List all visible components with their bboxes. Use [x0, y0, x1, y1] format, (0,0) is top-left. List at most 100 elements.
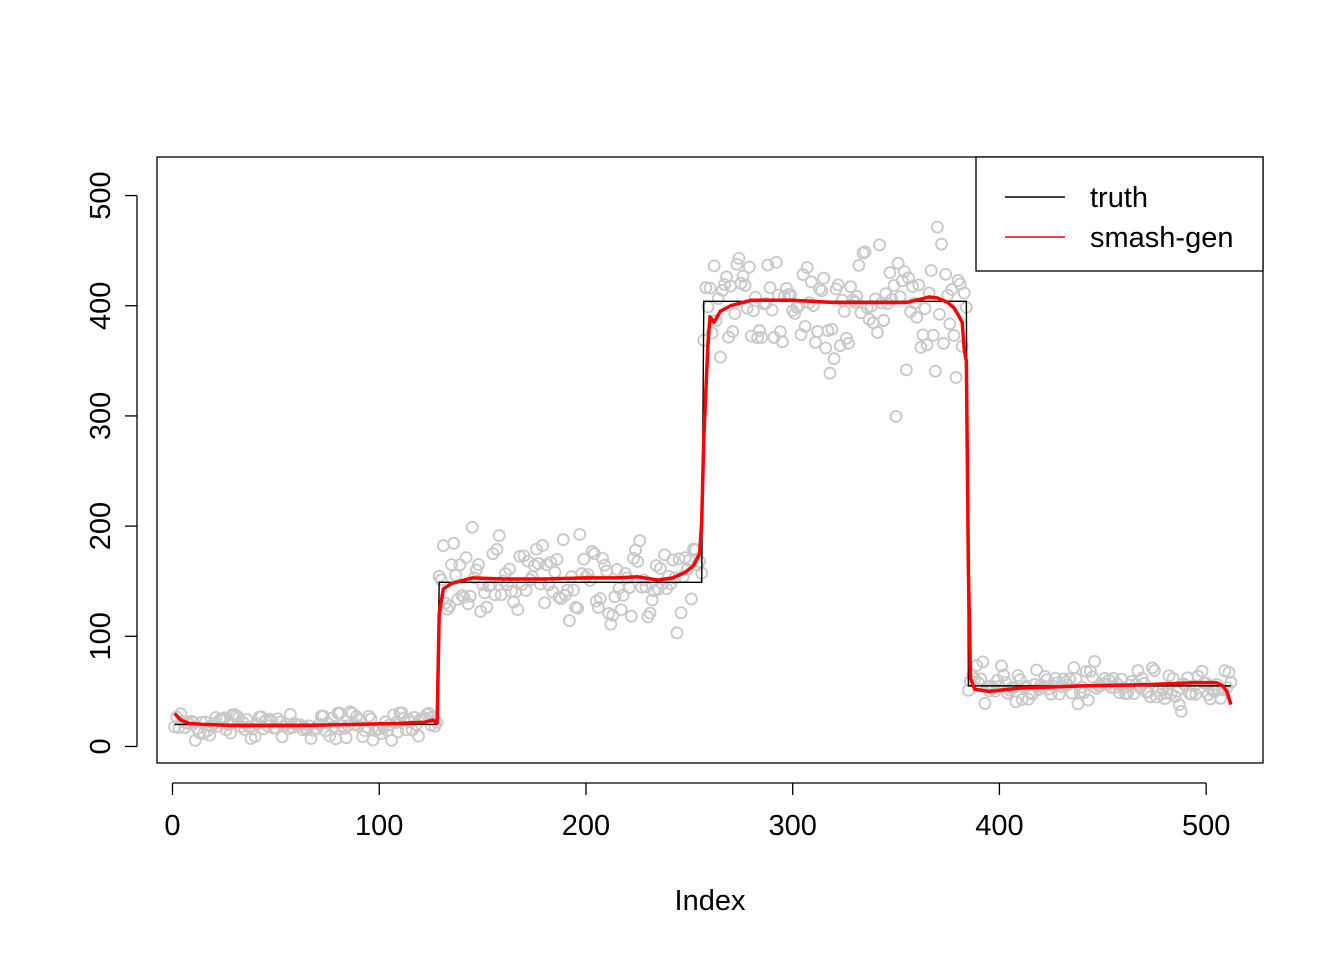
data-point	[362, 709, 376, 723]
data-point	[203, 728, 217, 742]
data-point	[823, 366, 837, 380]
data-point	[422, 706, 436, 720]
y-tick-label: 500	[85, 171, 117, 219]
data-point	[674, 606, 688, 620]
series-lines	[173, 295, 1233, 728]
data-point	[1195, 664, 1209, 678]
data-point	[889, 409, 903, 423]
data-point	[643, 606, 657, 620]
data-point	[751, 331, 764, 345]
data-point	[943, 317, 957, 331]
data-point	[374, 727, 388, 740]
data-point	[833, 339, 847, 353]
data-point	[899, 363, 913, 377]
data-point	[625, 609, 638, 623]
data-point	[947, 329, 961, 342]
data-point	[935, 237, 948, 251]
data-point	[465, 520, 479, 534]
data-point	[273, 715, 287, 729]
data-point	[726, 325, 740, 339]
data-point	[511, 603, 525, 617]
data-point	[434, 573, 448, 587]
data-point	[538, 596, 552, 610]
data-point	[957, 286, 971, 300]
data-point	[614, 603, 628, 617]
data-point	[455, 589, 469, 602]
data-point	[924, 264, 938, 277]
data-point	[1069, 672, 1083, 686]
plot-box	[156, 156, 1264, 764]
data-point	[653, 562, 667, 575]
data-point	[811, 325, 824, 338]
data-point	[563, 614, 576, 627]
data-point	[461, 597, 475, 611]
data-point	[581, 568, 595, 581]
data-point	[858, 245, 872, 259]
data-point	[453, 558, 467, 572]
data-point	[536, 539, 549, 552]
x-tick-label: 200	[562, 810, 610, 842]
data-point	[747, 304, 760, 318]
data-point	[804, 275, 818, 289]
data-point	[573, 527, 587, 541]
data-point	[317, 709, 330, 723]
data-point	[554, 592, 568, 606]
data-point	[451, 592, 465, 606]
data-point	[813, 282, 826, 296]
data-point	[594, 592, 607, 605]
data-point	[532, 557, 545, 570]
data-point	[718, 278, 731, 291]
data-point	[459, 551, 473, 565]
data-point	[449, 568, 463, 582]
data-point	[469, 563, 483, 577]
data-point	[844, 280, 857, 294]
data-point	[1224, 675, 1238, 689]
data-point	[897, 265, 911, 278]
data-point	[713, 350, 727, 364]
data-point	[391, 725, 405, 739]
data-point	[800, 261, 814, 274]
legend-box	[975, 156, 1264, 272]
data-point	[571, 601, 585, 615]
data-point	[560, 583, 574, 597]
data-point	[918, 302, 932, 315]
legend-label-truth: truth	[1090, 182, 1148, 214]
data-point	[877, 314, 891, 327]
data-point	[933, 307, 946, 321]
data-point	[732, 251, 746, 265]
data-point	[463, 589, 477, 603]
data-point	[753, 324, 767, 337]
data-point	[556, 533, 570, 547]
data-point	[457, 590, 471, 604]
data-point	[503, 562, 516, 576]
data-point	[769, 255, 783, 269]
data-point	[492, 529, 506, 542]
x-tick-label: 300	[768, 810, 816, 842]
data-point	[862, 312, 876, 326]
data-point	[633, 534, 647, 548]
data-point	[937, 337, 951, 350]
data-point	[385, 733, 399, 747]
data-point	[447, 536, 461, 550]
data-point	[254, 710, 268, 724]
data-point	[441, 602, 454, 616]
data-point	[1088, 655, 1101, 668]
data-point	[883, 266, 897, 280]
y-tick-label: 300	[85, 392, 117, 440]
data-point	[699, 281, 713, 295]
data-point	[887, 279, 901, 292]
data-point	[684, 592, 698, 606]
data-point	[1172, 698, 1186, 712]
data-point	[1148, 664, 1161, 677]
data-point	[912, 278, 926, 292]
data-point	[631, 555, 645, 568]
data-point	[1189, 687, 1203, 701]
data-point	[926, 328, 940, 342]
data-point	[591, 601, 605, 614]
data-point	[666, 553, 680, 567]
data-point	[728, 307, 742, 320]
data-point	[796, 268, 810, 281]
data-point	[596, 551, 609, 565]
data-point	[529, 542, 543, 556]
